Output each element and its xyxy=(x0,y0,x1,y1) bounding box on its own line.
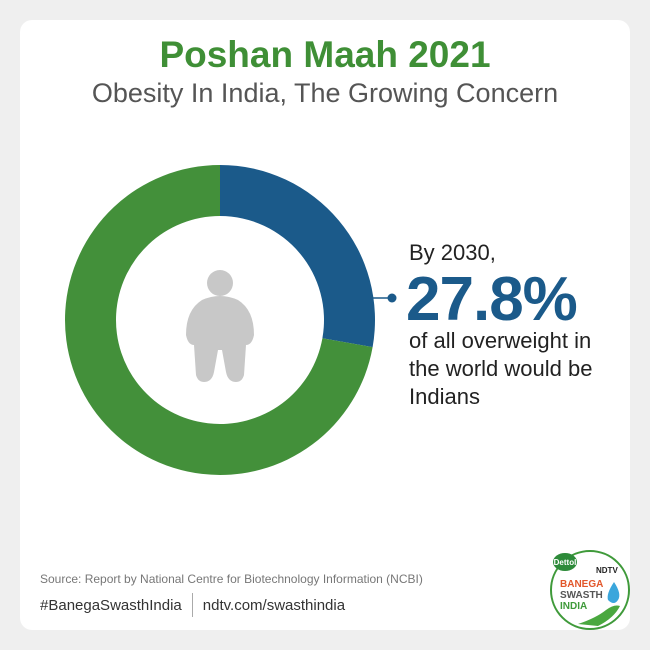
title: Poshan Maah 2021 xyxy=(159,34,491,75)
donut-slice-india xyxy=(220,165,375,348)
callout-value: 27.8% xyxy=(406,265,578,334)
svg-text:INDIA: INDIA xyxy=(560,601,587,612)
svg-text:SWASTH: SWASTH xyxy=(560,590,603,601)
svg-text:Dettol: Dettol xyxy=(554,558,577,567)
callout-description: of all overweight in the world would be … xyxy=(409,328,593,409)
callout-prefix: By 2030, xyxy=(409,240,496,265)
source-text: Source: Report by National Centre for Bi… xyxy=(40,572,423,586)
website-link[interactable]: ndtv.com/swasthindia xyxy=(202,596,346,614)
svg-text:NDTV: NDTV xyxy=(596,566,618,575)
overweight-person-icon xyxy=(186,270,254,382)
footer: #BanegaSwasthIndia ndtv.com/swasthindia xyxy=(40,593,345,617)
hashtag: #BanegaSwasthIndia xyxy=(40,596,182,614)
divider xyxy=(191,593,193,617)
donut-slice-rest-of-world xyxy=(65,165,373,475)
banega-swasth-india-logo: Dettol NDTV BANEGA SWASTH INDIA xyxy=(550,550,630,630)
subtitle: Obesity In India, The Growing Concern xyxy=(91,78,559,108)
callout-dot xyxy=(387,293,397,303)
svg-text:BANEGA: BANEGA xyxy=(560,579,603,590)
